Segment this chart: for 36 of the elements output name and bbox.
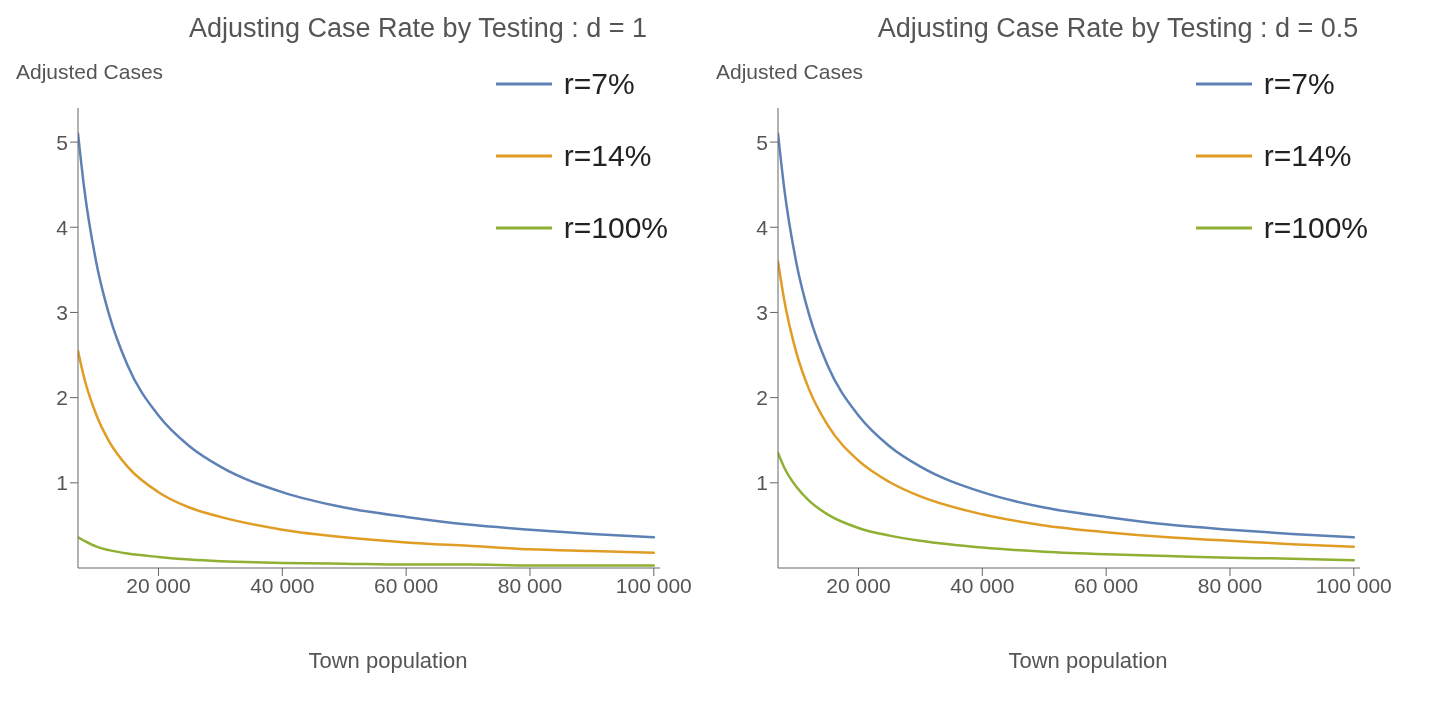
- y-tick-label: 3: [756, 300, 768, 324]
- x-tick-label: 20 000: [826, 573, 891, 597]
- y-axis-title: Adjusted Cases: [716, 60, 864, 84]
- chart-title: Adjusting Case Rate by Testing : d = 0.5: [876, 12, 1360, 45]
- line-series: [78, 536, 656, 567]
- y-tick-label: 1: [56, 471, 68, 495]
- y-axis-title: Adjusted Cases: [16, 60, 164, 84]
- line-series: [78, 349, 656, 554]
- y-tick-label: 5: [56, 130, 68, 154]
- y-tick-label: 1: [756, 471, 768, 495]
- x-tick-label: 80 000: [497, 573, 563, 597]
- x-tick-label: 100 000: [615, 573, 692, 597]
- line-series: [778, 260, 1356, 548]
- x-tick-label: 80 000: [1197, 573, 1263, 597]
- x-tick-label: 40 000: [250, 573, 315, 597]
- y-tick-label: 4: [56, 215, 69, 239]
- y-tick-label: 2: [56, 386, 68, 410]
- x-tick-label: 100 000: [1315, 573, 1392, 597]
- legend-label: r=7%: [1263, 67, 1335, 101]
- y-tick-label: 3: [56, 300, 68, 324]
- x-axis-title: Town population: [307, 648, 469, 674]
- x-tick-label: 20 000: [126, 573, 191, 597]
- x-axis-title: Town population: [1007, 648, 1169, 674]
- legend-label: r=7%: [563, 67, 635, 101]
- y-tick-label: 2: [756, 386, 768, 410]
- x-tick-label: 40 000: [950, 573, 1015, 597]
- x-tick-label: 60 000: [1074, 573, 1139, 597]
- line-series: [778, 451, 1356, 562]
- legend-label: r=100%: [1263, 211, 1368, 245]
- legend-label: r=14%: [1263, 139, 1352, 173]
- y-tick-label: 5: [756, 130, 768, 154]
- legend-label: r=100%: [563, 211, 668, 245]
- y-tick-label: 4: [756, 215, 769, 239]
- x-tick-label: 60 000: [374, 573, 439, 597]
- legend-label: r=14%: [563, 139, 652, 173]
- chart-title: Adjusting Case Rate by Testing : d = 1: [188, 12, 648, 45]
